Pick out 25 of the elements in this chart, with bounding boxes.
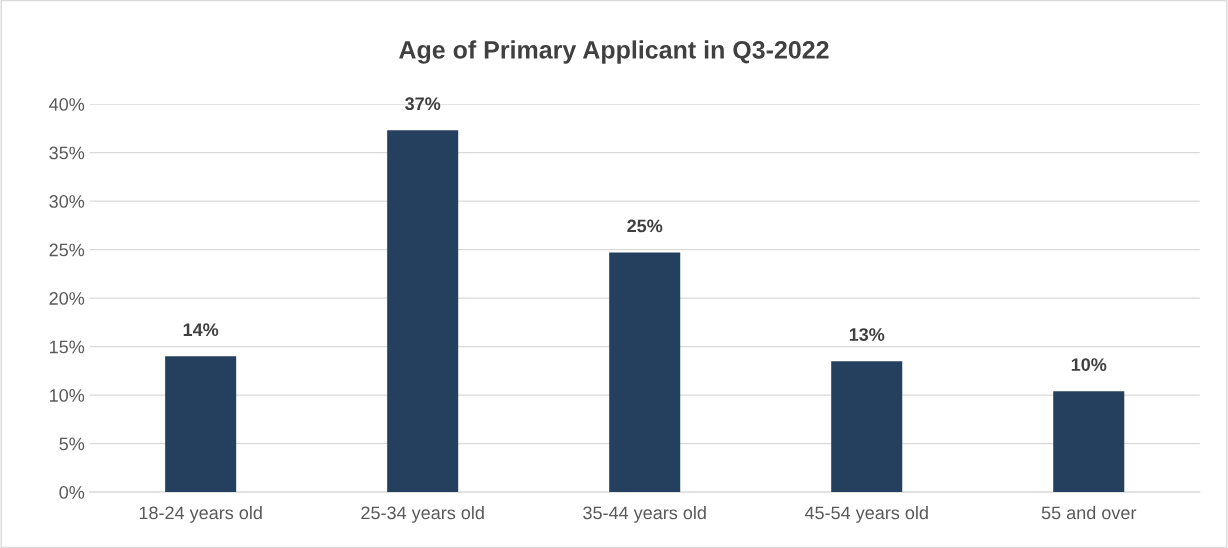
y-tick-label: 35%	[49, 146, 85, 160]
data-label: 14%	[183, 323, 219, 337]
chart-title: Age of Primary Applicant in Q3-2022	[399, 40, 829, 64]
x-tick-label: 55 and over	[1041, 505, 1137, 520]
y-tick-label: 10%	[50, 389, 85, 402]
data-label: 25%	[627, 219, 663, 233]
y-tick-label: 15%	[50, 340, 85, 354]
x-tick-label: 35-44 years old	[583, 505, 706, 523]
x-tick-label: 18-24 years old	[139, 505, 262, 523]
y-tick-label: 0%	[59, 486, 85, 499]
x-tick-label: 45-54 years old	[804, 505, 928, 523]
data-label: 13%	[849, 328, 885, 341]
data-label: 37%	[405, 97, 441, 111]
x-tick-label: 25-34 years old	[361, 505, 484, 523]
bar	[831, 361, 903, 493]
y-tick-label: 30%	[49, 195, 85, 208]
y-tick-label: 40%	[49, 98, 85, 111]
bar	[1053, 391, 1125, 493]
data-label: 10%	[1071, 358, 1107, 371]
y-tick-label: 5%	[59, 437, 85, 451]
bar	[387, 130, 459, 493]
bar	[609, 252, 681, 493]
y-tick-label: 20%	[49, 292, 85, 305]
bar	[165, 356, 237, 493]
y-tick-label: 25%	[49, 243, 85, 257]
